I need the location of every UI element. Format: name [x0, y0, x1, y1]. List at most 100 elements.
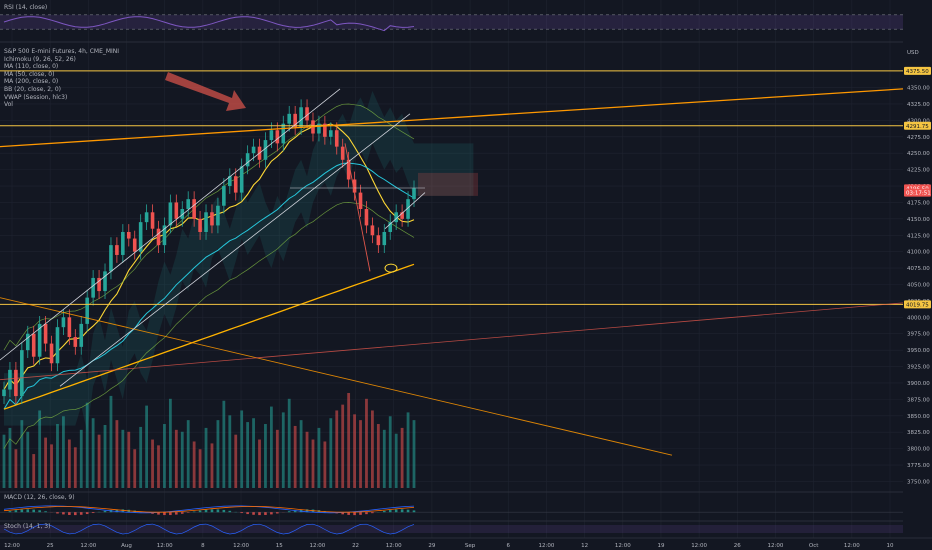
- volume-bar: [400, 427, 404, 488]
- volume-bar: [293, 425, 297, 488]
- candle-body: [364, 209, 369, 226]
- time-tick-label: 6: [507, 543, 511, 549]
- candle-body: [49, 343, 54, 364]
- candle-body: [340, 146, 345, 160]
- highlight-circle-icon: [384, 263, 398, 273]
- candle-body: [25, 333, 30, 351]
- legend-ichimoku[interactable]: Ichimoku (9, 26, 52, 26): [4, 55, 76, 63]
- red-drop-line: [344, 143, 371, 272]
- volume-bar: [365, 398, 368, 488]
- macd-histogram-bar: [394, 509, 398, 513]
- candle-body: [109, 245, 113, 272]
- macd-histogram-bar: [246, 512, 249, 515]
- volume-bar: [174, 429, 178, 488]
- channel-line-bottom: [59, 113, 411, 387]
- volume-bar: [216, 420, 220, 488]
- volume-bar: [67, 439, 71, 488]
- candle-body: [412, 188, 416, 200]
- volume-bar: [2, 434, 6, 488]
- rsi-legend-label: RSI (14, close): [4, 4, 48, 11]
- volume-bar: [252, 418, 255, 488]
- ma110-line: [3, 162, 415, 410]
- legend-vwap[interactable]: VWAP (Session, hlc3): [4, 93, 68, 101]
- candle-body: [394, 212, 398, 223]
- volume-bar: [133, 449, 137, 488]
- time-tick-label: 12:00: [80, 543, 96, 549]
- stoch-k-line: [3, 523, 415, 535]
- candle-body: [370, 225, 375, 236]
- time-tick-label: 12:00: [386, 543, 402, 549]
- macd-histogram-bar: [276, 512, 279, 514]
- price-label-box: [904, 188, 931, 197]
- volume-bar: [103, 424, 107, 488]
- volume-bar: [85, 402, 89, 488]
- macd-histogram-bar: [270, 512, 273, 515]
- candle-body: [8, 369, 12, 390]
- legend-ma200[interactable]: MA (200, close, 0): [4, 78, 59, 86]
- macd-histogram-bar: [85, 512, 89, 515]
- bb-upper-line: [3, 103, 415, 351]
- legend-symbol[interactable]: S&P 500 E-mini Futures, 4h, CME_MINI: [4, 48, 120, 55]
- legend-bb[interactable]: BB (20, close, 2, 0): [4, 85, 61, 93]
- volume-bar: [299, 420, 303, 488]
- candle-body: [329, 130, 333, 137]
- time-tick-label: 19: [657, 543, 664, 549]
- orange-trendline-upper: [0, 88, 904, 148]
- candle-body: [103, 271, 107, 292]
- volume-bar: [20, 420, 24, 488]
- macd-histogram-bar: [115, 509, 119, 513]
- candle-body: [43, 323, 48, 344]
- macd-histogram-bar: [192, 511, 196, 513]
- ichimoku-cloud: [4, 90, 478, 433]
- volume-bar: [222, 400, 226, 488]
- candle-body: [352, 179, 357, 193]
- candle-body: [317, 123, 321, 134]
- rsi-legend: RSI (14, close): [4, 4, 47, 12]
- volume-bar: [412, 420, 416, 488]
- candle-body: [14, 369, 18, 397]
- candle-body: [346, 159, 351, 180]
- legend-ma110[interactable]: MA (110, close, 0): [4, 63, 59, 71]
- volume-bar: [275, 429, 279, 488]
- volume-bar: [8, 427, 12, 488]
- bb-lower-line: [3, 202, 415, 449]
- candle-body: [210, 212, 214, 226]
- candle-body: [293, 113, 297, 127]
- volume-bar: [97, 434, 101, 488]
- price-tick-label: 3825.00: [907, 430, 930, 436]
- volume-bar: [79, 429, 83, 488]
- candle-body: [162, 225, 167, 246]
- macd-histogram-bar: [382, 510, 386, 513]
- macd-histogram-bar: [371, 512, 374, 514]
- volume-bar: [186, 420, 190, 488]
- time-tick-label: 29: [428, 543, 435, 549]
- macd-histogram-bar: [91, 512, 95, 514]
- channel-line-top: [0, 88, 341, 361]
- macd-histogram-bar: [74, 512, 77, 516]
- volume-bar: [269, 406, 273, 488]
- legend-ma50[interactable]: MA (50, close, 0): [4, 70, 55, 78]
- volume-bar: [180, 431, 184, 488]
- price-tick-label: 3875.00: [907, 397, 930, 403]
- macd-histogram-bar: [163, 512, 166, 516]
- time-axis: 12:00 25 12:00 Aug 12:00 8 12:00 15 12:00 22 12:00…: [0, 537, 932, 550]
- volume-bar: [26, 431, 30, 488]
- price-tick-label: 3850.00: [907, 414, 930, 420]
- candle-body: [55, 327, 60, 364]
- candle-body: [115, 245, 119, 255]
- time-tick-label: 12: [581, 543, 588, 549]
- volume-bar: [204, 427, 208, 488]
- price-tick-label: 3775.00: [907, 463, 930, 469]
- volume-bar: [311, 439, 315, 488]
- legend-vol[interactable]: Vol: [4, 101, 13, 109]
- macd-histogram-bar: [180, 512, 184, 514]
- annotations: [0, 70, 904, 456]
- volume-bar: [38, 410, 42, 488]
- price-tick-label: 4000.00: [907, 315, 930, 321]
- candle-body: [37, 323, 42, 357]
- volume-bar: [371, 410, 374, 488]
- volume-bar: [62, 416, 65, 488]
